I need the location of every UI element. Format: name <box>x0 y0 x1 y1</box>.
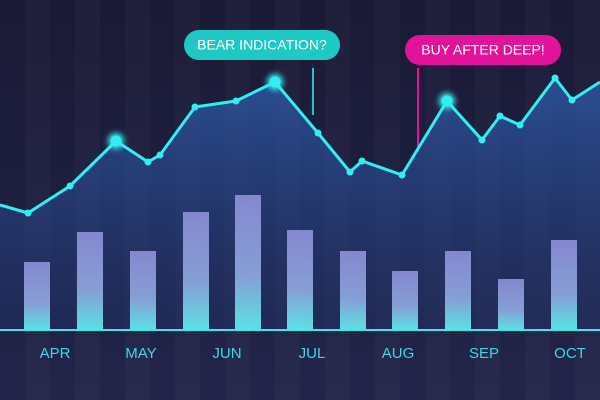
point <box>314 129 322 137</box>
point <box>496 112 504 120</box>
point <box>478 136 486 144</box>
bar <box>235 195 261 330</box>
annotation-text: BEAR INDICATION? <box>197 37 327 53</box>
highlight-point <box>269 76 281 88</box>
bar <box>130 251 156 330</box>
bar <box>498 279 524 330</box>
highlight-point <box>110 135 122 147</box>
x-tick-label: AUG <box>382 345 415 362</box>
x-tick-label: JUL <box>299 345 326 362</box>
bar <box>392 271 418 330</box>
point <box>156 151 164 159</box>
bar <box>183 212 209 330</box>
point <box>568 96 576 104</box>
x-tick-label: SEP <box>469 345 499 362</box>
annotation-pill <box>405 35 561 65</box>
bar <box>340 251 366 330</box>
point <box>516 121 524 129</box>
bar <box>24 262 50 330</box>
highlight-point <box>441 95 453 107</box>
point <box>24 209 32 217</box>
x-tick-label: OCT <box>554 345 586 362</box>
bar <box>445 251 471 330</box>
point <box>358 157 366 165</box>
point <box>232 97 240 105</box>
annotation-pill <box>184 30 340 60</box>
point <box>346 168 354 176</box>
point <box>191 103 199 111</box>
point <box>144 158 152 166</box>
x-tick-label: JUN <box>212 345 241 362</box>
bar <box>551 240 577 330</box>
point <box>66 182 74 190</box>
x-tick-label: APR <box>40 345 71 362</box>
bar <box>287 230 313 330</box>
bar <box>77 232 103 330</box>
point <box>551 74 559 82</box>
annotation-text: BUY AFTER DEEP! <box>421 42 544 58</box>
point <box>398 171 406 179</box>
x-tick-label: MAY <box>125 345 156 362</box>
